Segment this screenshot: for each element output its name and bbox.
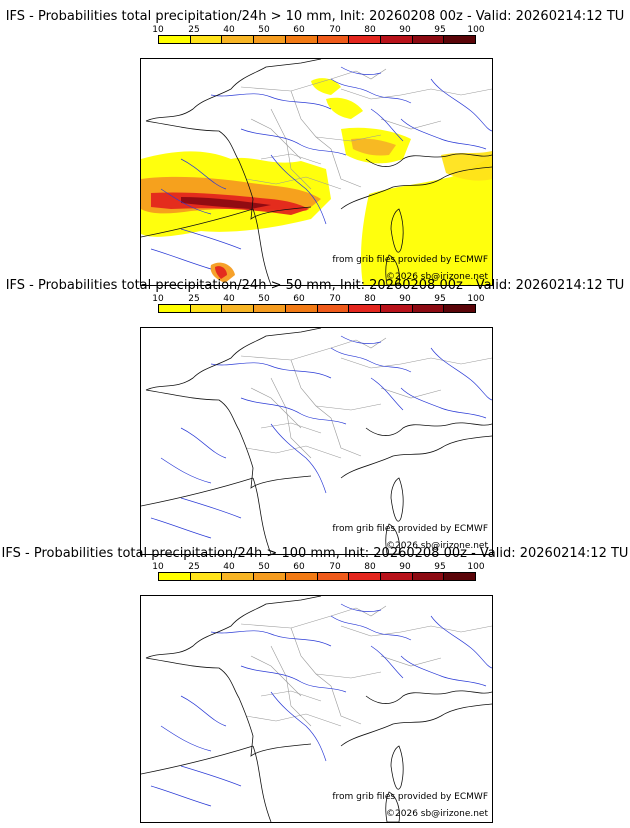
colorbar-tick-label: 80 (364, 562, 376, 572)
colorbar-segment (412, 36, 445, 43)
colorbar-segment (380, 36, 413, 43)
colorbar-segment (285, 36, 318, 43)
colorbar-tick-labels: 10 25 40 50 60 70 80 90 95 100 (148, 562, 488, 572)
map-panel: IFS - Probabilities total precipitation/… (0, 278, 630, 555)
copyright-credit: ©2026 sb@irizone.net (386, 272, 488, 282)
colorbar-segment (254, 305, 286, 312)
colorbar (158, 35, 476, 44)
source-credit: from grib files provided by ECMWF (332, 792, 488, 802)
colorbar-tick-label: 60 (293, 294, 305, 304)
colorbar-tick-label: 90 (399, 562, 411, 572)
colorbar-segment (254, 573, 286, 580)
colorbar-tick-label: 10 (152, 25, 164, 35)
precip-probability-overlay (141, 78, 492, 285)
colorbar-segment (349, 36, 381, 43)
admin-borders (240, 68, 492, 190)
colorbar-tick-label: 80 (364, 294, 376, 304)
colorbar-tick-label: 100 (467, 294, 485, 304)
colorbar-segment (190, 305, 223, 312)
rivers (150, 603, 492, 807)
colorbar-tick-label: 90 (399, 294, 411, 304)
colorbar-tick-label: 100 (467, 25, 485, 35)
colorbar-segment (349, 573, 381, 580)
colorbar-segment (380, 573, 413, 580)
coastlines (141, 596, 492, 822)
colorbar-segment (285, 305, 318, 312)
colorbar-tick-label: 70 (329, 25, 341, 35)
map-frame: from grib files provided by ECMWF ©2026 s… (140, 58, 493, 286)
colorbar-tick-label: 25 (188, 25, 200, 35)
colorbar-segment (444, 573, 476, 580)
rivers (150, 66, 492, 270)
colorbar-segment (349, 305, 381, 312)
colorbar-segment (159, 305, 191, 312)
colorbar (158, 304, 476, 313)
colorbar-segment (159, 573, 191, 580)
colorbar-segment (317, 573, 350, 580)
copyright-credit: ©2026 sb@irizone.net (386, 541, 488, 551)
colorbar-tick-label: 90 (399, 25, 411, 35)
map-canvas (141, 59, 492, 285)
colorbar-tick-label: 100 (467, 562, 485, 572)
colorbar-segment (285, 573, 318, 580)
panel-title: IFS - Probabilities total precipitation/… (5, 278, 625, 293)
colorbar-tick-label: 60 (293, 25, 305, 35)
colorbar-tick-label: 95 (434, 294, 446, 304)
colorbar-tick-label: 70 (329, 562, 341, 572)
copyright-credit: ©2026 sb@irizone.net (386, 809, 488, 819)
colorbar-tick-label: 60 (293, 562, 305, 572)
colorbar-segment (412, 305, 445, 312)
colorbar-tick-label: 40 (223, 562, 235, 572)
colorbar-segment (412, 573, 445, 580)
colorbar-segment (254, 36, 286, 43)
colorbar-tick-label: 50 (258, 562, 270, 572)
colorbar-segment (317, 305, 350, 312)
colorbar-tick-label: 50 (258, 25, 270, 35)
colorbar-segment (380, 305, 413, 312)
colorbar-tick-label: 25 (188, 294, 200, 304)
admin-borders (240, 605, 492, 727)
colorbar-tick-label: 40 (223, 294, 235, 304)
colorbar-segment (444, 36, 476, 43)
map-frame: from grib files provided by ECMWF ©2026 s… (140, 327, 493, 555)
coastlines (141, 328, 492, 554)
colorbar-segment (317, 36, 350, 43)
colorbar-segment (222, 573, 255, 580)
colorbar-tick-label: 40 (223, 25, 235, 35)
colorbar-tick-label: 50 (258, 294, 270, 304)
map-canvas (141, 328, 492, 554)
colorbar-segment (190, 573, 223, 580)
panel-title: IFS - Probabilities total precipitation/… (5, 9, 625, 24)
colorbar-tick-label: 10 (152, 294, 164, 304)
rivers (150, 335, 492, 539)
colorbar (158, 572, 476, 581)
colorbar-segment (444, 305, 476, 312)
map-panel: IFS - Probabilities total precipitation/… (0, 9, 630, 286)
colorbar-tick-label: 25 (188, 562, 200, 572)
colorbar-tick-label: 80 (364, 25, 376, 35)
panel-title: IFS - Probabilities total precipitation/… (1, 546, 629, 561)
colorbar-tick-labels: 10 25 40 50 60 70 80 90 95 100 (148, 294, 488, 304)
map-frame: from grib files provided by ECMWF ©2026 s… (140, 595, 493, 823)
coastlines (141, 59, 492, 285)
source-credit: from grib files provided by ECMWF (332, 255, 488, 265)
colorbar-segment (159, 36, 191, 43)
colorbar-tick-label: 10 (152, 562, 164, 572)
colorbar-tick-labels: 10 25 40 50 60 70 80 90 95 100 (148, 25, 488, 35)
colorbar-tick-label: 95 (434, 25, 446, 35)
colorbar-tick-label: 95 (434, 562, 446, 572)
colorbar-segment (222, 305, 255, 312)
map-panel: IFS - Probabilities total precipitation/… (0, 546, 630, 823)
colorbar-tick-label: 70 (329, 294, 341, 304)
colorbar-segment (222, 36, 255, 43)
admin-borders (240, 337, 492, 459)
colorbar-segment (190, 36, 223, 43)
source-credit: from grib files provided by ECMWF (332, 524, 488, 534)
map-canvas (141, 596, 492, 822)
